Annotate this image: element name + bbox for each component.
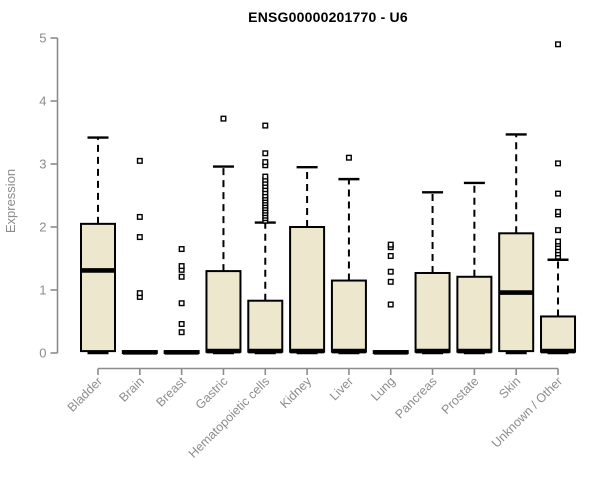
y-tick-label: 0 — [39, 346, 46, 361]
y-tick-label: 5 — [39, 31, 46, 46]
outlier-point — [178, 246, 185, 253]
iqr-box — [540, 315, 577, 353]
outlier-point — [555, 208, 562, 215]
outlier-point — [178, 300, 185, 307]
box-group — [247, 122, 284, 355]
iqr-box — [456, 275, 493, 353]
x-tick-label: Breast — [153, 374, 189, 410]
y-tick-label: 2 — [39, 220, 46, 235]
outlier-point — [136, 157, 143, 164]
box-group — [456, 181, 493, 355]
box-group — [205, 115, 242, 355]
outlier-point — [345, 154, 352, 161]
x-tick-label: Brain — [116, 374, 147, 405]
outlier-point — [387, 301, 394, 308]
outlier-point — [262, 150, 269, 157]
outlier-point — [262, 173, 269, 180]
outlier-point — [136, 290, 143, 297]
y-tick-label: 4 — [39, 94, 46, 109]
x-tick-label: Kidney — [277, 374, 314, 411]
outlier-point — [387, 278, 394, 285]
x-tick-label: Gastric — [193, 374, 231, 412]
iqr-box — [205, 270, 242, 353]
outlier-point — [262, 159, 269, 166]
y-tick-label: 3 — [39, 157, 46, 172]
outlier-point — [220, 115, 227, 122]
iqr-box — [414, 271, 451, 353]
outlier-point — [387, 241, 394, 248]
outlier-point — [178, 329, 185, 336]
iqr-box — [330, 279, 367, 353]
iqr-box — [289, 226, 326, 353]
x-tick-label: Lung — [368, 374, 398, 404]
box-group — [163, 246, 200, 355]
outlier-point — [136, 234, 143, 241]
x-tick-label: Skin — [496, 374, 523, 401]
box-group — [80, 136, 116, 355]
outlier-point — [136, 213, 143, 220]
outlier-point — [178, 273, 185, 280]
x-tick-label: Prostate — [439, 374, 482, 417]
outlier-point — [262, 122, 269, 129]
box-group — [372, 241, 409, 355]
outlier-point — [555, 190, 562, 197]
x-tick-label: Unknown / Other — [489, 374, 565, 450]
outlier-point — [555, 227, 562, 234]
outlier-point — [178, 263, 185, 270]
outlier-point — [555, 160, 562, 167]
box-group — [498, 133, 535, 355]
x-tick-label: Liver — [327, 374, 356, 403]
box-group — [330, 154, 367, 355]
outlier-point — [555, 238, 562, 245]
outlier-point — [387, 252, 394, 259]
iqr-box — [247, 299, 284, 353]
box-group — [414, 191, 451, 355]
outlier-point — [387, 268, 394, 275]
x-tick-label: Bladder — [65, 374, 105, 414]
box-group — [121, 157, 158, 355]
x-tick-label: Hematopoietic cells — [186, 374, 273, 461]
box-group — [289, 165, 326, 355]
outlier-point — [555, 41, 562, 48]
y-tick-label: 1 — [39, 283, 46, 298]
outlier-point — [178, 321, 185, 328]
iqr-box — [80, 222, 116, 353]
chart-title: ENSG00000201770 - U6 — [248, 9, 408, 25]
x-tick-label: Pancreas — [392, 374, 439, 421]
box-group — [540, 41, 577, 355]
